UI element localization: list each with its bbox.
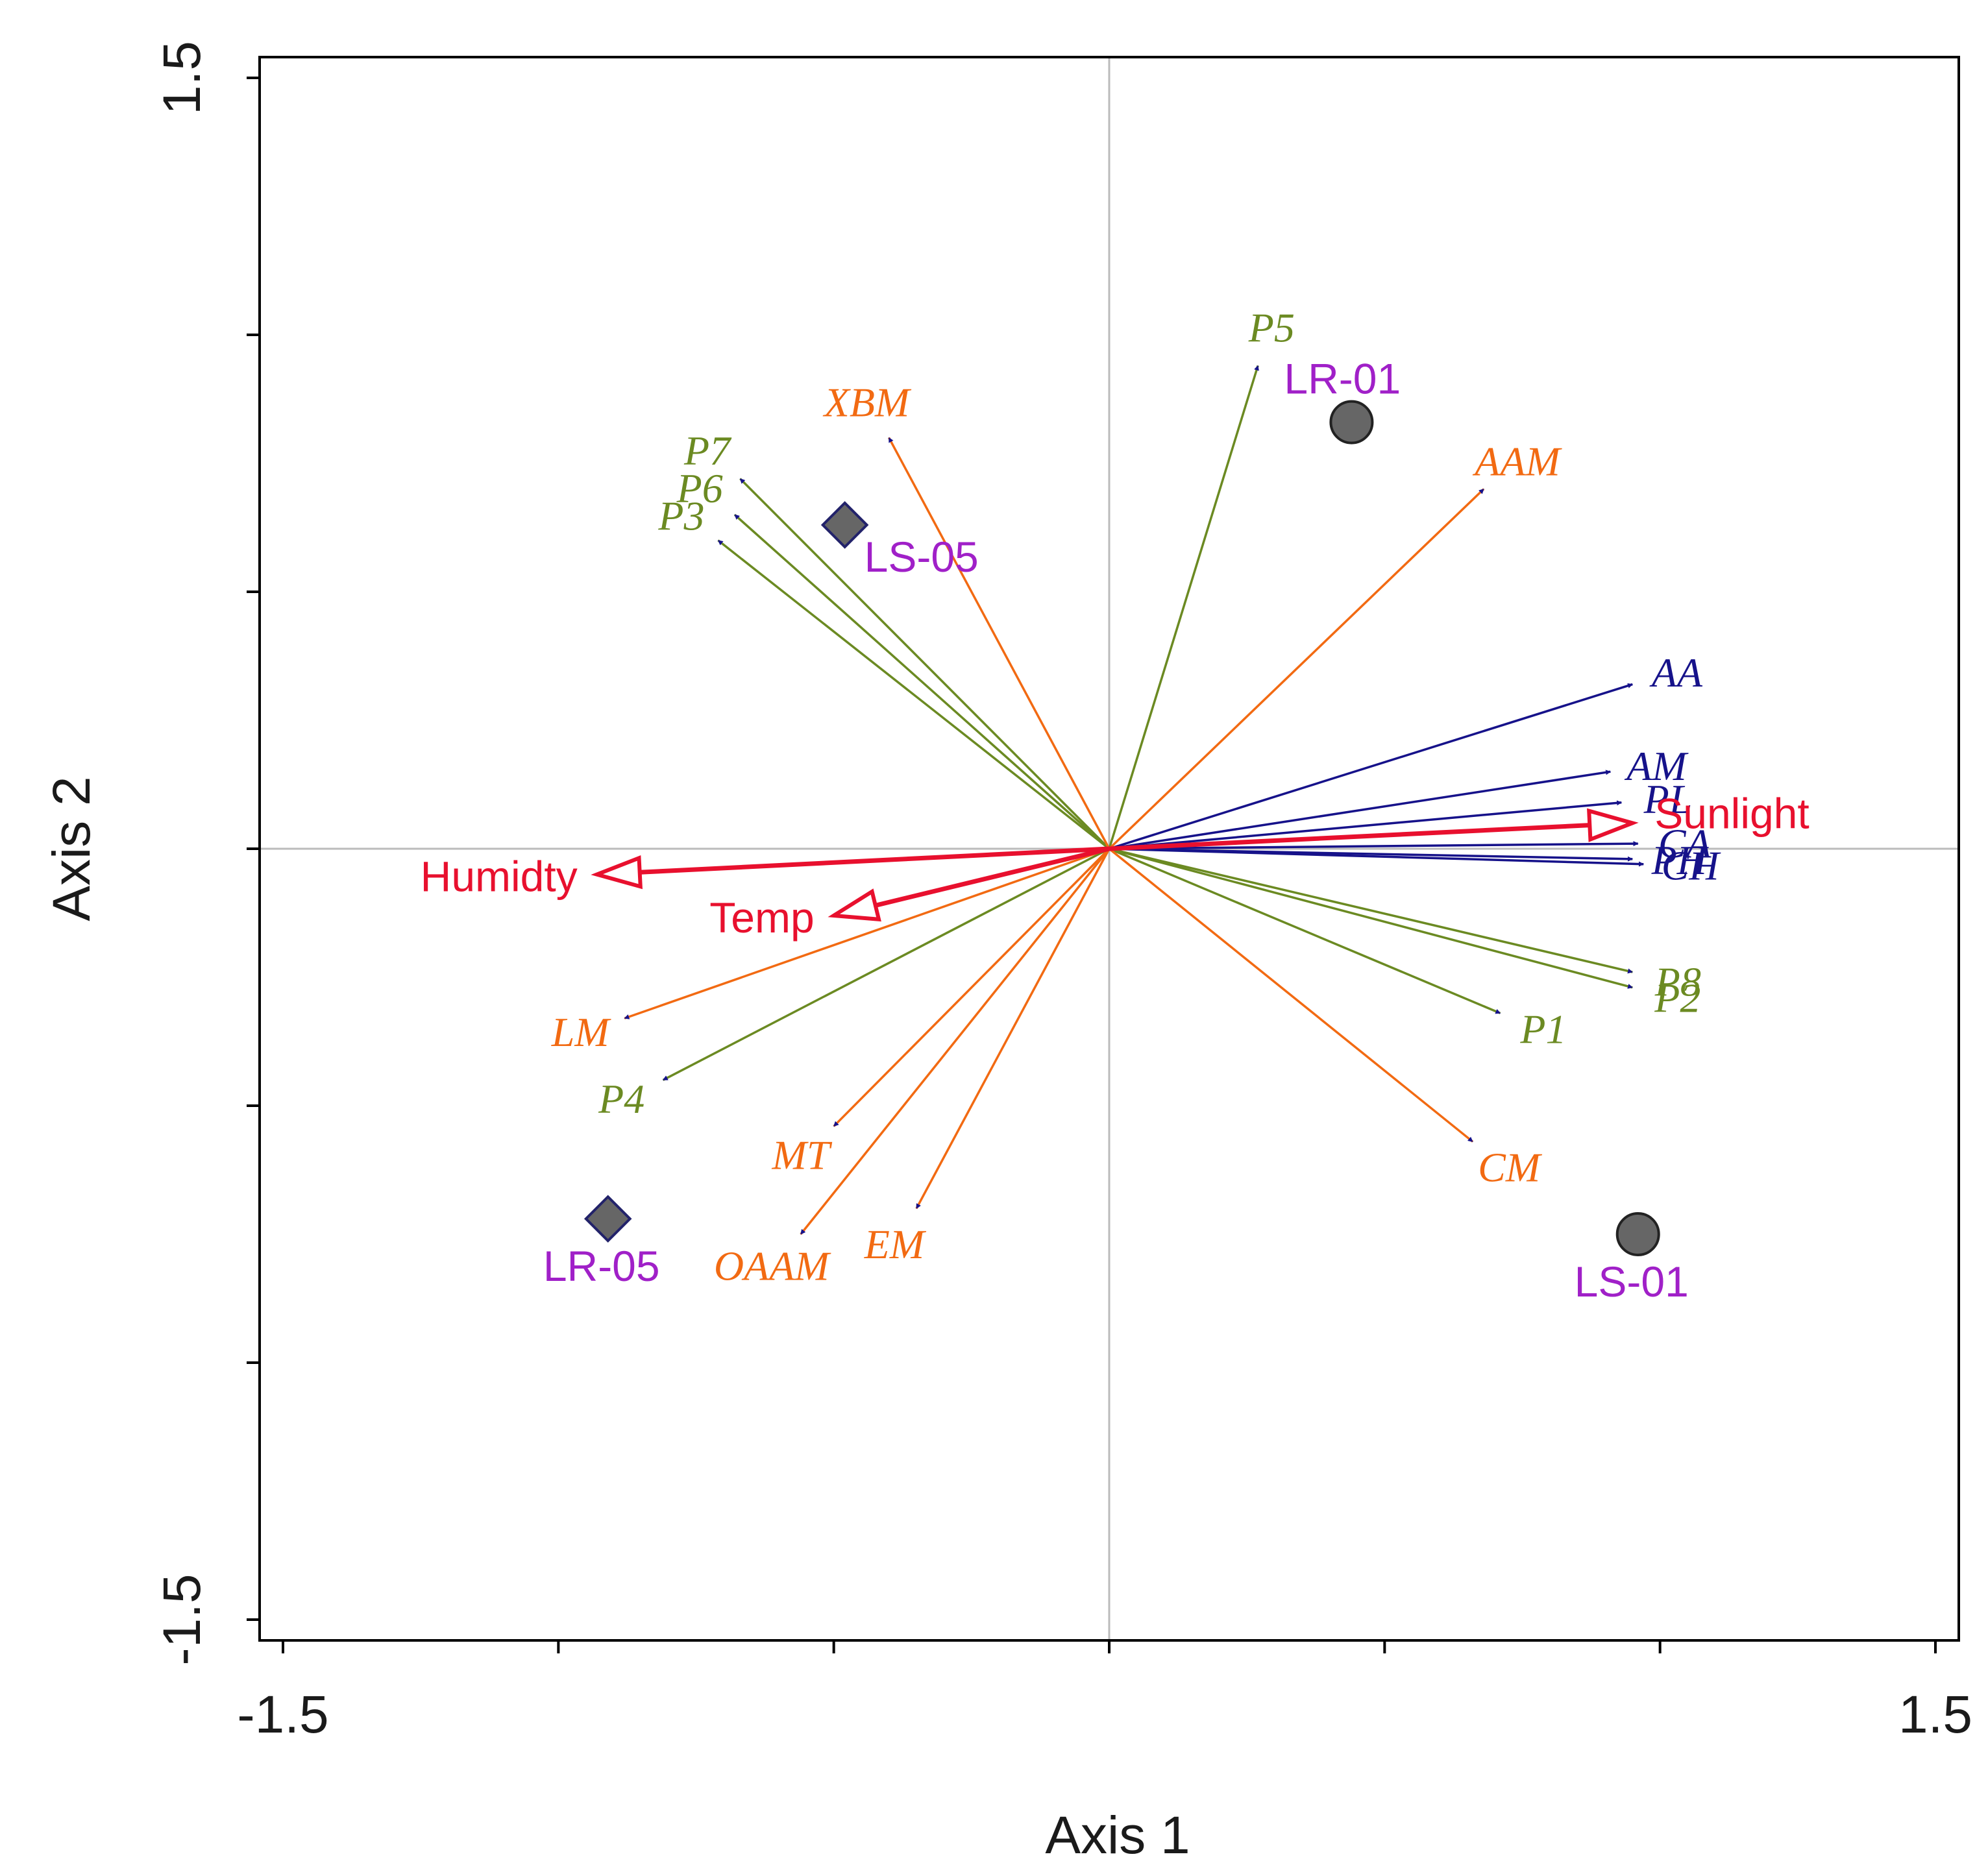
vector-aam <box>1108 488 1485 850</box>
sample-sites: LR-01 LS-05 LR-05 LS-01 <box>543 355 1689 1306</box>
vector-label-mt: MT <box>772 1132 833 1178</box>
vector-p5 <box>1108 365 1259 849</box>
vector-label-oaam: OAAM <box>714 1243 831 1289</box>
vector-label-pl: PL <box>1643 776 1693 822</box>
vector-label-cm: CM <box>1478 1144 1543 1190</box>
env-arrowhead-sunlight <box>1587 808 1639 842</box>
vector-am <box>1109 770 1612 850</box>
vector-xbm <box>887 437 1111 849</box>
site-label-lr-05: LR-05 <box>543 1242 660 1290</box>
vector-mt <box>833 847 1111 1127</box>
axis-tick-labels: -1.5 1.5 1.5 -1.5 <box>153 41 1972 1744</box>
env-label-temp: Temp <box>709 894 814 942</box>
x-axis-title: Axis 1 <box>1045 1806 1190 1865</box>
vector-label-ch: CH <box>1662 843 1722 889</box>
env-label-humidty: Humidty <box>421 853 578 901</box>
y-tick-label: 1.5 <box>153 41 212 115</box>
vector-label-xbm: XBM <box>822 380 912 426</box>
site-marker-ls-01 <box>1615 1212 1660 1256</box>
site-marker-lr-01 <box>1329 400 1374 444</box>
vector-p2 <box>1109 847 1634 989</box>
vector-label-lm: LM <box>551 1009 612 1055</box>
x-tick-label: 1.5 <box>1898 1685 1972 1744</box>
vector-label-p8: P8 <box>1654 958 1701 1004</box>
env-vector-temp <box>874 846 1110 908</box>
vector-cm <box>1108 847 1474 1143</box>
vector-label-p7: P7 <box>683 428 732 474</box>
vector-label-aam: AAM <box>1472 439 1562 485</box>
site-marker-lr-05 <box>583 1195 632 1243</box>
vector-label-p6: P6 <box>676 465 723 511</box>
env-arrowhead-temp <box>828 888 881 922</box>
vector-p1 <box>1109 847 1501 1015</box>
vector-label-p1: P1 <box>1519 1006 1566 1052</box>
env-arrowhead-humidty <box>591 855 643 890</box>
vector-label-p2: P2 <box>1654 975 1700 1021</box>
axis-ticks <box>247 77 1937 1653</box>
vector-label-p3: P3 <box>657 493 704 539</box>
vector-label-aa: AA <box>1649 650 1703 696</box>
vector-ph <box>1109 847 1634 862</box>
site-label-lr-01: LR-01 <box>1284 355 1401 403</box>
vector-ca <box>1109 841 1639 850</box>
vector-oaam <box>800 847 1111 1235</box>
vector-label-p5: P5 <box>1248 304 1295 350</box>
vector-p8 <box>1109 847 1634 974</box>
vector-p7 <box>739 478 1111 850</box>
vector-p3 <box>717 539 1111 850</box>
site-label-ls-01: LS-01 <box>1575 1258 1689 1306</box>
vector-p4 <box>662 847 1110 1081</box>
site-marker-ls-05 <box>820 501 869 549</box>
vector-label-ca: CA <box>1658 820 1712 866</box>
vector-pl <box>1109 800 1623 850</box>
x-tick-label: -1.5 <box>237 1685 328 1744</box>
vector-p6 <box>733 513 1111 850</box>
environment-vectors: Humidty Temp Sunlight <box>421 789 1810 942</box>
y-tick-label: -1.5 <box>153 1574 212 1665</box>
site-label-ls-05: LS-05 <box>865 533 979 581</box>
vector-label-p4: P4 <box>598 1076 644 1122</box>
env-vector-humidty <box>639 846 1110 875</box>
vector-aa <box>1109 683 1633 850</box>
vector-lm <box>624 847 1110 1020</box>
vector-label-em: EM <box>864 1221 927 1267</box>
y-axis-title: Axis 2 <box>42 776 101 921</box>
env-label-sunlight: Sunlight <box>1654 789 1810 837</box>
vector-em <box>915 848 1111 1210</box>
vector-label-am: AM <box>1624 743 1689 789</box>
vector-label-ph: PH <box>1651 837 1710 883</box>
env-vector-sunlight <box>1109 823 1590 851</box>
